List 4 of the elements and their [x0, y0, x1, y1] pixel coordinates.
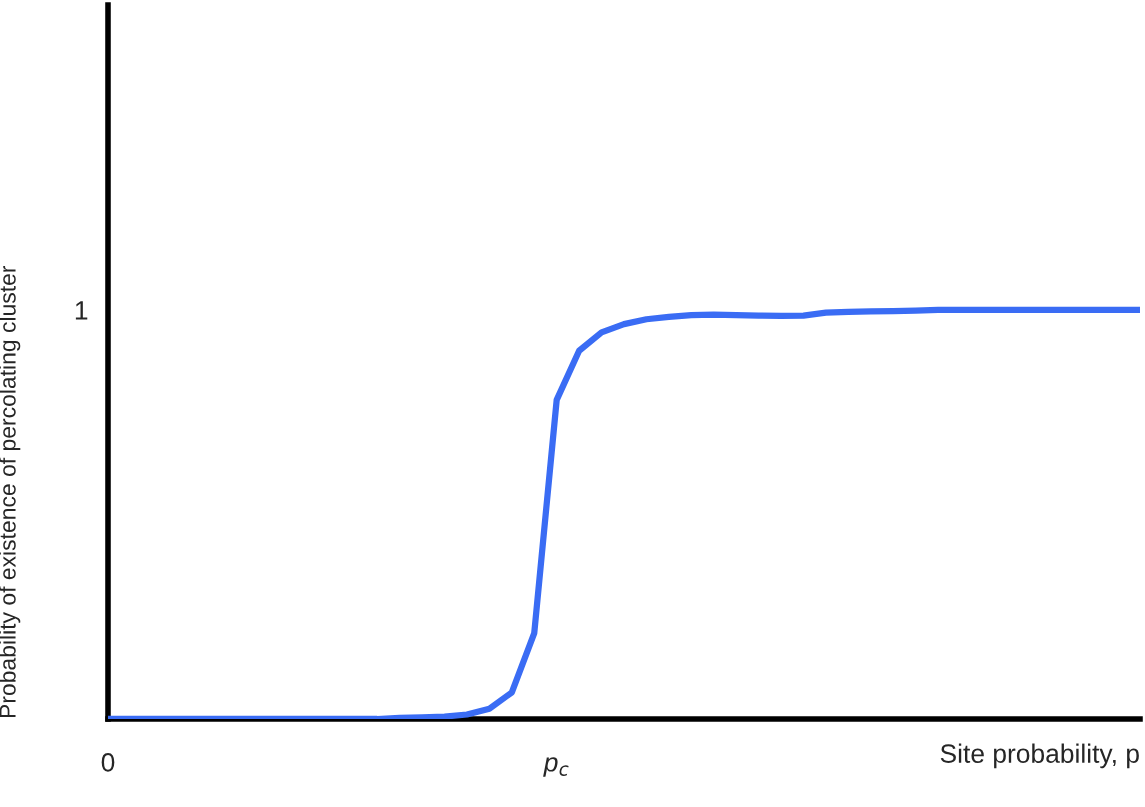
- x-tick-label: p$_{c}$: [543, 757, 569, 777]
- text: 1: [75, 301, 88, 320]
- x-axis-title: Site probability, p: [940, 743, 1139, 769]
- x-tick-label: 0: [101, 753, 115, 772]
